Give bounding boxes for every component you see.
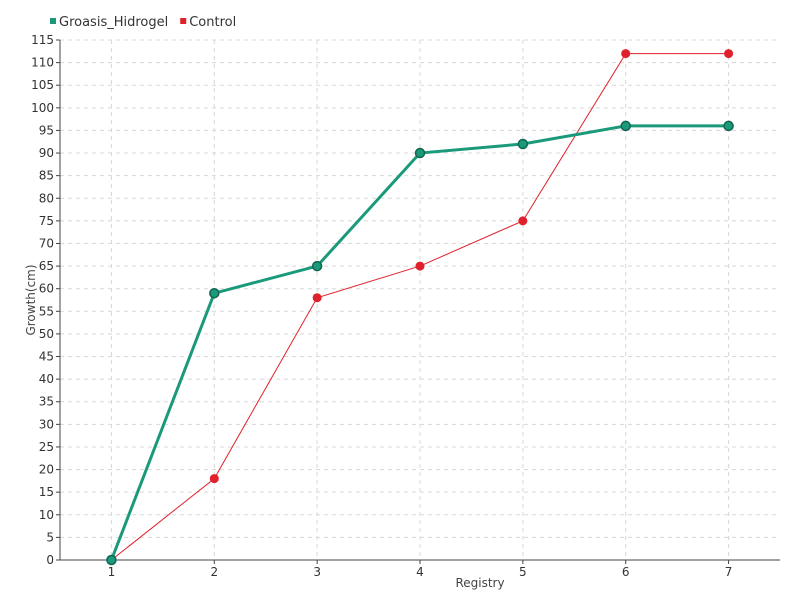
y-tick-label: 70 (39, 236, 54, 250)
series-lines (106, 49, 734, 566)
y-tick-label: 5 (46, 530, 54, 544)
data-point (517, 138, 529, 150)
data-point (209, 474, 219, 484)
data-point (312, 293, 322, 303)
y-tick-label: 35 (39, 395, 54, 409)
y-tick-label: 30 (39, 417, 54, 431)
y-tick-label: 100 (31, 101, 54, 115)
legend-label: Groasis_Hidrogel (59, 15, 168, 30)
data-point (620, 120, 631, 132)
y-tick-label: 75 (39, 214, 54, 228)
legend-label: Control (189, 15, 236, 30)
x-tick-label: 5 (519, 565, 527, 579)
y-tick-label: 45 (39, 350, 54, 364)
y-tick-label: 110 (31, 56, 54, 70)
data-point (414, 147, 426, 159)
y-tick-label: 80 (39, 191, 54, 205)
x-tick-labels: 1 2 3 4 5 6 7 (108, 560, 733, 579)
y-tick-label: 15 (39, 485, 54, 499)
series-line (110, 124, 729, 561)
x-tick-label: 6 (622, 565, 630, 579)
y-tick-label: 20 (39, 463, 54, 477)
legend-swatch (50, 18, 56, 24)
x-axis-title: Registry (455, 576, 504, 590)
series-groasis-hidrogel (106, 120, 734, 566)
x-tick-label: 4 (416, 565, 424, 579)
y-tick-label: 95 (39, 123, 54, 137)
y-tick-label: 105 (31, 78, 54, 92)
data-point (724, 49, 734, 59)
data-point (415, 261, 425, 271)
y-tick-label: 90 (39, 146, 54, 160)
data-point (106, 554, 117, 566)
y-tick-label: 40 (39, 372, 54, 386)
y-tick-label: 60 (39, 282, 54, 296)
legend: Groasis_Hidrogel Control (50, 15, 236, 30)
y-tick-label: 65 (39, 259, 54, 273)
y-tick-label: 85 (39, 169, 54, 183)
legend-swatch (180, 18, 187, 24)
y-tick-label: 0 (46, 553, 54, 567)
data-point (723, 120, 734, 132)
y-tick-labels: 0 5 10 15 20 25 30 35 40 45 50 55 60 65 70 75 80 85 90 95 10… (31, 33, 60, 567)
y-tick-label: 50 (39, 327, 54, 341)
y-tick-label: 55 (39, 304, 54, 318)
grid (60, 39, 780, 560)
y-axis-title: Growth(cm) (24, 264, 38, 335)
data-point (518, 216, 528, 226)
data-point (311, 260, 323, 272)
y-tick-label: 25 (39, 440, 54, 454)
x-tick-label: 7 (725, 565, 733, 579)
y-tick-label: 115 (31, 33, 54, 47)
y-tick-label: 10 (39, 508, 54, 522)
legend-item: Control (180, 15, 236, 30)
x-tick-label: 2 (210, 565, 218, 579)
data-point (621, 49, 631, 59)
x-tick-label: 1 (108, 565, 116, 579)
data-point (209, 287, 220, 299)
legend-item: Groasis_Hidrogel (50, 15, 168, 30)
x-tick-label: 3 (313, 565, 321, 579)
